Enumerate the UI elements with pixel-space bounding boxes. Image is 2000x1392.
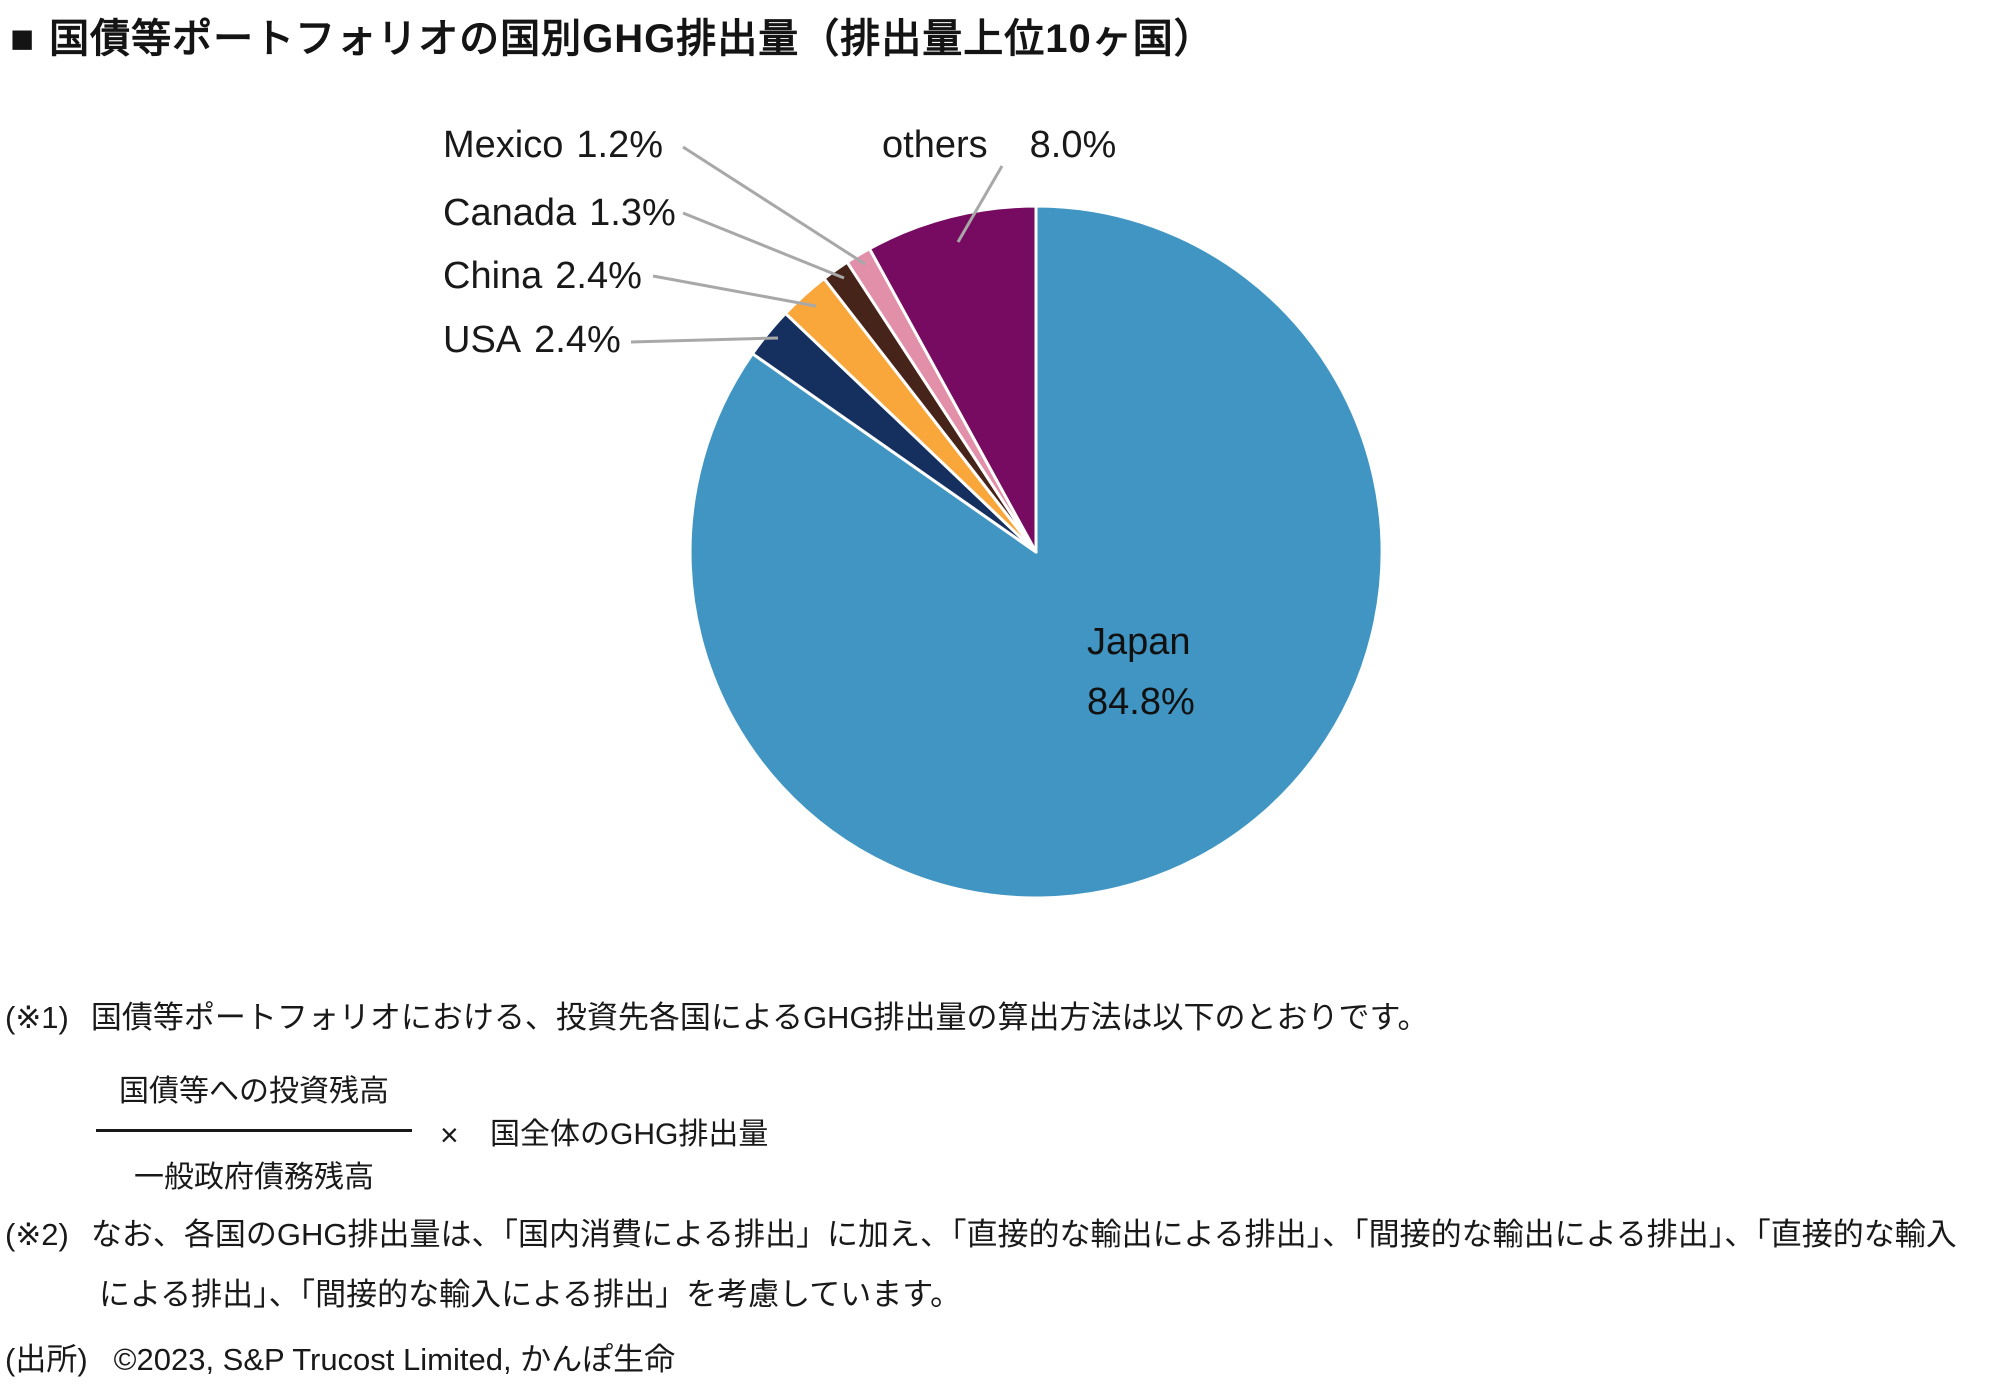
source-line: (出所) ©2023, S&P Trucost Limited, かんぽ生命	[5, 1340, 675, 1380]
source-text: ©2023, S&P Trucost Limited, かんぽ生命	[113, 1342, 676, 1377]
percent-value: 2.4%	[534, 319, 621, 361]
leader-line-usa	[630, 336, 779, 344]
country-name: Canada	[443, 192, 577, 234]
percent-value: 2.4%	[555, 255, 642, 297]
slice-label-canada: Canada 1.3%	[443, 192, 676, 234]
slice-label-china: China 2.4%	[443, 255, 642, 297]
formula-operator: ×	[440, 1117, 459, 1153]
percent-value: 8.0%	[1029, 124, 1117, 166]
leader-line-others	[956, 165, 1004, 243]
pie-slice-others	[868, 204, 1038, 554]
note-2-text-line-2: による排出」、「間接的な輸入による排出」を考慮しています。	[99, 1277, 962, 1312]
note-1: (※1) 国債等ポートフォリオにおける、投資先各国によるGHG排出量の算出方法は以…	[5, 998, 1428, 1038]
country-name: USA	[443, 319, 522, 361]
leader-line-canada	[682, 211, 845, 280]
note-2-text-line-1: なお、各国のGHG排出量は、「国内消費による排出」に加え、「直接的な輸出による排…	[90, 1217, 1957, 1252]
category-name: others	[882, 124, 988, 166]
pie-chart	[630, 145, 1384, 900]
country-name: Mexico	[443, 124, 564, 166]
percent-value: 84.8%	[1087, 681, 1195, 723]
leader-line-mexico	[682, 145, 866, 266]
title-bullet-icon: ■	[10, 17, 36, 61]
formula-numerator: 国債等への投資残高	[96, 1072, 412, 1132]
formula-fraction: 国債等への投資残高 一般政府債務残高	[96, 1072, 412, 1198]
country-name: Japan	[1087, 621, 1191, 663]
page-title: ■ 国債等ポートフォリオの国別GHG排出量（排出量上位10ヶ国）	[10, 6, 1215, 64]
slice-label-mexico: Mexico 1.2%	[443, 124, 663, 166]
formula-denominator: 一般政府債務残高	[134, 1161, 374, 1194]
note-2-line-2: による排出」、「間接的な輸入による排出」を考慮しています。	[99, 1275, 961, 1315]
note-2-marker: (※2)	[5, 1217, 69, 1252]
note-2-line-1: (※2) なお、各国のGHG排出量は、「国内消費による排出」に加え、「直接的な輸出…	[5, 1215, 1957, 1255]
leader-line-china	[652, 274, 817, 308]
slice-label-others: others 8.0%	[882, 124, 1116, 166]
note-1-text: 国債等ポートフォリオにおける、投資先各国によるGHG排出量の算出方法は以下のとお…	[90, 1000, 1429, 1035]
source-marker: (出所)	[5, 1342, 88, 1377]
percent-value: 1.3%	[589, 192, 676, 234]
slice-label-japan: Japan 84.8%	[1087, 612, 1195, 732]
page-title-text: 国債等ポートフォリオの国別GHG排出量（排出量上位10ヶ国）	[49, 17, 1215, 61]
note-1-marker: (※1)	[5, 1000, 69, 1035]
country-name: China	[443, 255, 543, 297]
slice-label-usa: USA 2.4%	[443, 319, 621, 361]
formula-multiplicand: 国全体のGHG排出量	[490, 1118, 769, 1151]
percent-value: 1.2%	[576, 124, 663, 166]
